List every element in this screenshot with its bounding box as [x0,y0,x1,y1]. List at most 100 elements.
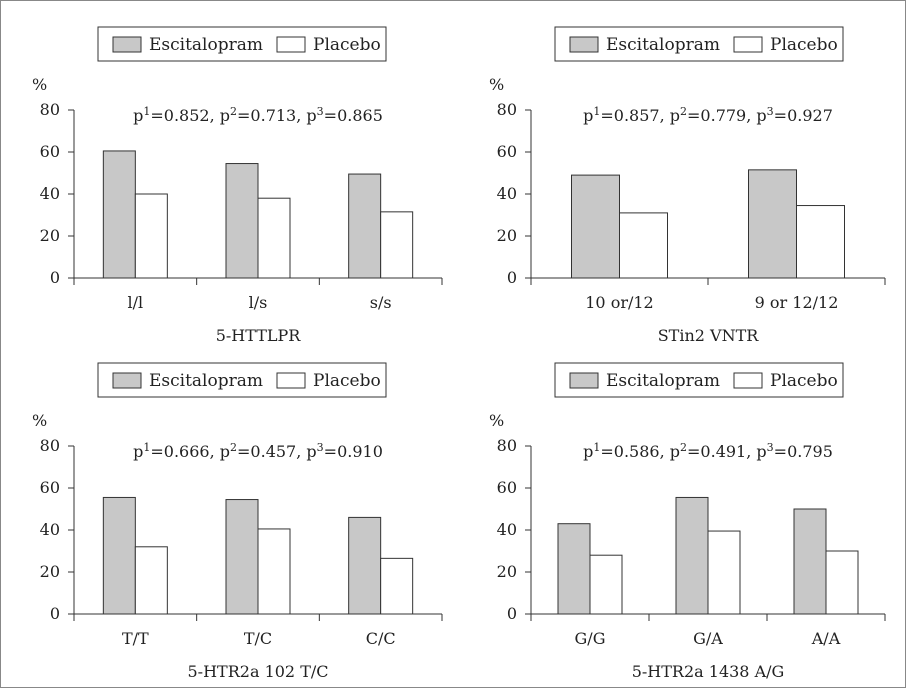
bar-escitalopram [748,169,797,279]
y-tick-label: 60 [497,142,517,161]
p-superscript: 2 [680,441,687,454]
y-tick-label: 20 [497,226,517,245]
p-value: =0.457, [237,442,306,461]
x-category-label: l/l [128,293,144,312]
bar-escitalopram [348,173,382,279]
p-label: p [756,106,766,125]
y-tick-label: 40 [497,520,517,539]
bar-placebo [707,530,741,615]
p-label: p [670,106,680,125]
y-tick-label: 80 [40,100,60,119]
bar-placebo [257,197,291,279]
x-category-label: C/C [366,629,396,648]
bar-placebo [134,546,168,615]
bar-escitalopram [225,163,259,279]
x-category-label: G/A [693,629,723,648]
bar-escitalopram [675,496,709,615]
legend-swatch-escitalopram [112,36,142,53]
x-axis-title: 5-HTR2a 102 T/C [188,662,329,681]
y-tick-label: 80 [497,100,517,119]
y-tick-label: 80 [497,436,517,455]
legend-label-escitalopram: Escitalopram [606,35,720,55]
legend-label-placebo: Placebo [770,35,838,55]
legend-swatch-placebo [276,36,306,53]
x-axis-title: 5-HTTLPR [216,326,302,345]
legend-swatch-escitalopram [569,372,599,389]
p-superscript: 3 [767,105,774,118]
p-value: =0.910 [324,442,383,461]
y-unit-label: % [489,75,504,94]
bar-escitalopram [102,496,136,615]
legend-box [554,362,844,398]
bar-escitalopram [793,508,827,615]
p-label: p [583,106,593,125]
p-superscript: 1 [593,105,600,118]
legend-label-escitalopram: Escitalopram [149,35,263,55]
legend-label-escitalopram: Escitalopram [606,371,720,391]
y-tick-label: 60 [497,478,517,497]
p-label: p [133,106,143,125]
p-superscript: 3 [317,105,324,118]
bar-placebo [619,212,668,279]
p-label: p [220,442,230,461]
legend-box [97,362,387,398]
bar-placebo [134,193,168,279]
legend-swatch-escitalopram [112,372,142,389]
x-axis-title: STin2 VNTR [658,326,760,345]
legend-box [554,26,844,62]
p-label: p [220,106,230,125]
legend-swatch-placebo [733,372,763,389]
bar-placebo [257,528,291,615]
p-superscript: 1 [593,441,600,454]
y-unit-label: % [32,75,47,94]
y-tick-label: 60 [40,142,60,161]
p-label: p [306,106,316,125]
y-unit-label: % [489,411,504,430]
x-category-label: l/s [249,293,268,312]
y-unit-label: % [32,411,47,430]
p-superscript: 1 [143,441,150,454]
bar-placebo [380,557,414,615]
y-tick-label: 40 [40,520,60,539]
p-label: p [306,442,316,461]
y-tick-label: 20 [40,226,60,245]
legend-label-placebo: Placebo [313,35,381,55]
x-axis-title: 5-HTR2a 1438 A/G [632,662,785,681]
bar-placebo [380,211,414,279]
p-value: =0.491, [687,442,756,461]
legend-swatch-escitalopram [569,36,599,53]
p-superscript: 3 [767,441,774,454]
bar-escitalopram [348,516,382,615]
bar-placebo [825,550,859,615]
p-value: =0.586, [600,442,669,461]
x-category-label: 10 or/12 [585,293,653,312]
y-tick-label: 20 [40,562,60,581]
p-value: =0.795 [774,442,833,461]
p-value: =0.666, [150,442,219,461]
y-tick-label: 40 [497,184,517,203]
bar-escitalopram [571,174,620,279]
x-category-label: T/C [244,629,272,648]
y-tick-label: 40 [40,184,60,203]
legend-label-placebo: Placebo [313,371,381,391]
p-value-annotation: p1=0.852, p2=0.713, p3=0.865 [133,105,383,125]
p-value-annotation: p1=0.666, p2=0.457, p3=0.910 [133,441,383,461]
legend-box [97,26,387,62]
p-value: =0.927 [774,106,833,125]
p-value-annotation: p1=0.586, p2=0.491, p3=0.795 [583,441,833,461]
x-category-label: T/T [122,629,149,648]
p-superscript: 1 [143,105,150,118]
legend-label-escitalopram: Escitalopram [149,371,263,391]
bar-escitalopram [102,150,136,279]
p-superscript: 2 [230,441,237,454]
p-value: =0.865 [324,106,383,125]
p-value-annotation: p1=0.857, p2=0.779, p3=0.927 [583,105,833,125]
y-tick-label: 0 [507,604,517,623]
p-label: p [583,442,593,461]
legend-swatch-placebo [276,372,306,389]
y-tick-label: 0 [50,604,60,623]
